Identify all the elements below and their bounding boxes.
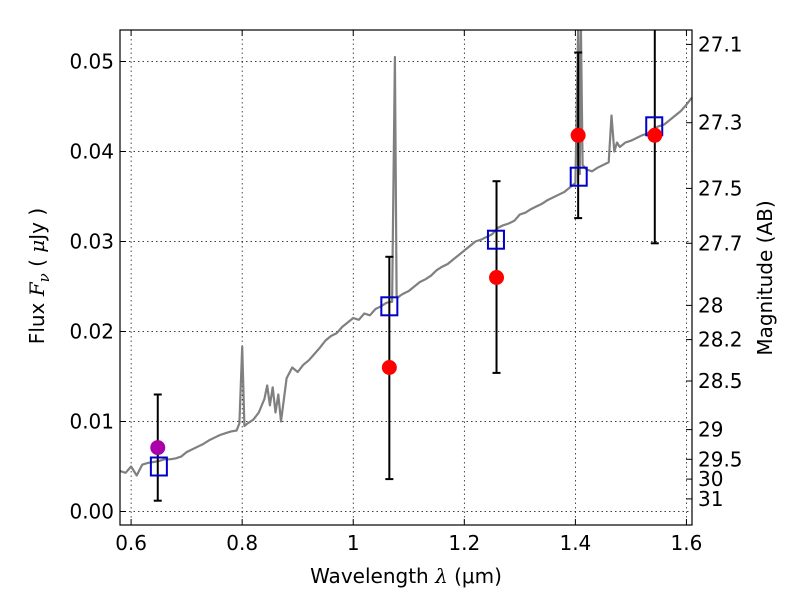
observed-point-marker <box>381 360 397 375</box>
y-tick-label: 0.01 <box>69 410 114 434</box>
observed-point-marker <box>570 127 586 143</box>
observed-point-marker <box>489 270 505 285</box>
synthetic-photometry-marker <box>486 229 505 250</box>
x-tick-label: 1 <box>347 531 360 555</box>
right-tick-label: 29.5 <box>698 447 743 471</box>
right-tick-label: 31 <box>698 487 723 511</box>
y-tick-label: 0.05 <box>69 50 114 74</box>
x-tick-label: 0.8 <box>226 531 258 555</box>
x-tick-label: 1.4 <box>559 531 591 555</box>
right-tick-label: 27.5 <box>698 176 743 200</box>
plot-frame <box>119 29 693 526</box>
model-spectrum-line <box>120 30 692 477</box>
y-tick-label: 0.00 <box>69 500 114 524</box>
y-tick-label: 0.02 <box>69 320 114 344</box>
right-tick-label: 29 <box>698 418 723 442</box>
synthetic-photometry-marker <box>149 456 168 477</box>
right-tick-label: 28 <box>698 293 723 317</box>
y-tick-label: 0.04 <box>69 140 114 164</box>
grid-lines <box>120 30 692 525</box>
observed-point-marker <box>647 127 663 143</box>
y-axis-ticks: 0.00 0.01 0.02 0.03 0.04 0.05 <box>69 50 126 524</box>
right-tick-label: 30 <box>698 467 723 491</box>
synthetic-photometry-marker <box>569 166 588 187</box>
right-tick-label: 27.3 <box>698 111 743 135</box>
right-tick-label: 28.2 <box>698 328 743 352</box>
x-tick-label: 0.6 <box>115 531 147 555</box>
series-layer <box>120 30 692 502</box>
y-tick-label: 0.03 <box>69 230 114 254</box>
right-tick-label: 28.5 <box>698 369 743 393</box>
y-axis-label: Flux Fν ( μJy ) <box>25 208 53 344</box>
x-tick-label: 1.6 <box>671 531 703 555</box>
synthetic-photometry-marker <box>380 296 399 317</box>
optical-point-marker <box>150 440 166 456</box>
plot-area <box>120 30 692 502</box>
right-axis-label: Magnitude (AB) <box>753 200 777 355</box>
x-axis-label: Wavelength λ (μm) <box>310 564 502 588</box>
x-axis-ticks: 0.6 0.8 1 1.2 1.4 1.6 <box>115 30 702 555</box>
right-tick-label: 27.7 <box>698 231 743 255</box>
right-tick-label: 27.1 <box>698 32 743 56</box>
x-tick-label: 1.2 <box>448 531 480 555</box>
